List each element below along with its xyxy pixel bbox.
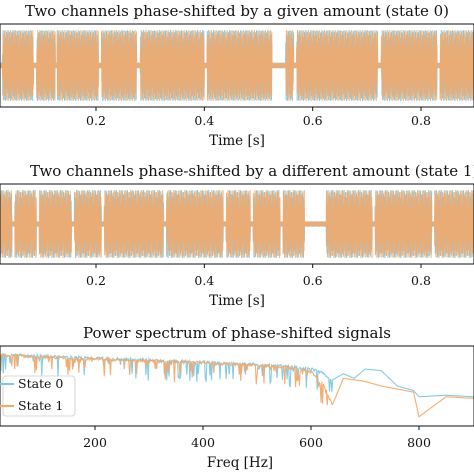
- x-tick-label: 0.2: [86, 113, 106, 128]
- series-channel-2: [0, 30, 474, 101]
- panel-spectrum: Power spectrum of phase-shifted signals …: [0, 324, 474, 471]
- panel-1-axes-frame: [0, 23, 474, 108]
- panel-state-0: Two channels phase-shifted by a given am…: [0, 2, 474, 149]
- x-tick-label: 0.6: [303, 113, 323, 128]
- panel-1-x-ticks: 0.2 0.4 0.6 0.8: [86, 107, 431, 128]
- panel-3-plot-area: [0, 352, 474, 418]
- panel-3-x-ticks: 200 400 600 800: [83, 426, 431, 450]
- x-tick-label: 800: [407, 435, 431, 450]
- panel-state-1: Two channels phase-shifted by a differen…: [0, 162, 474, 309]
- panel-3-axes-frame: [0, 345, 474, 427]
- panel-3-title: Power spectrum of phase-shifted signals: [83, 324, 391, 342]
- x-tick-label: 400: [191, 435, 215, 450]
- x-tick-label: 0.8: [411, 113, 431, 128]
- panel-1-title: Two channels phase-shifted by a given am…: [25, 2, 449, 20]
- legend-label-state-1: State 1: [18, 398, 63, 413]
- x-tick-label: 0.4: [194, 273, 214, 288]
- legend: State 0 State 1: [0, 375, 76, 417]
- panel-3-x-label: Freq [Hz]: [207, 455, 273, 471]
- panel-2-axes-frame: [0, 183, 474, 265]
- panel-2-plot-area: [0, 189, 474, 259]
- legend-box: [2, 375, 76, 417]
- x-tick-label: 200: [83, 435, 107, 450]
- panel-1-plot-area: [0, 29, 474, 102]
- x-tick-label: 0.8: [411, 273, 431, 288]
- panel-2-title: Two channels phase-shifted by a differen…: [30, 162, 474, 180]
- panel-2-x-label: Time [s]: [209, 293, 265, 309]
- x-tick-label: 0.2: [86, 273, 106, 288]
- x-tick-label: 600: [299, 435, 323, 450]
- x-tick-label: 0.4: [194, 113, 214, 128]
- series-state-1: [0, 353, 474, 418]
- series-channel-2: [0, 190, 474, 258]
- panel-2-x-ticks: 0.2 0.4 0.6 0.8: [86, 264, 431, 288]
- panel-1-x-label: Time [s]: [209, 133, 265, 149]
- x-tick-label: 0.6: [303, 273, 323, 288]
- legend-label-state-0: State 0: [18, 376, 63, 391]
